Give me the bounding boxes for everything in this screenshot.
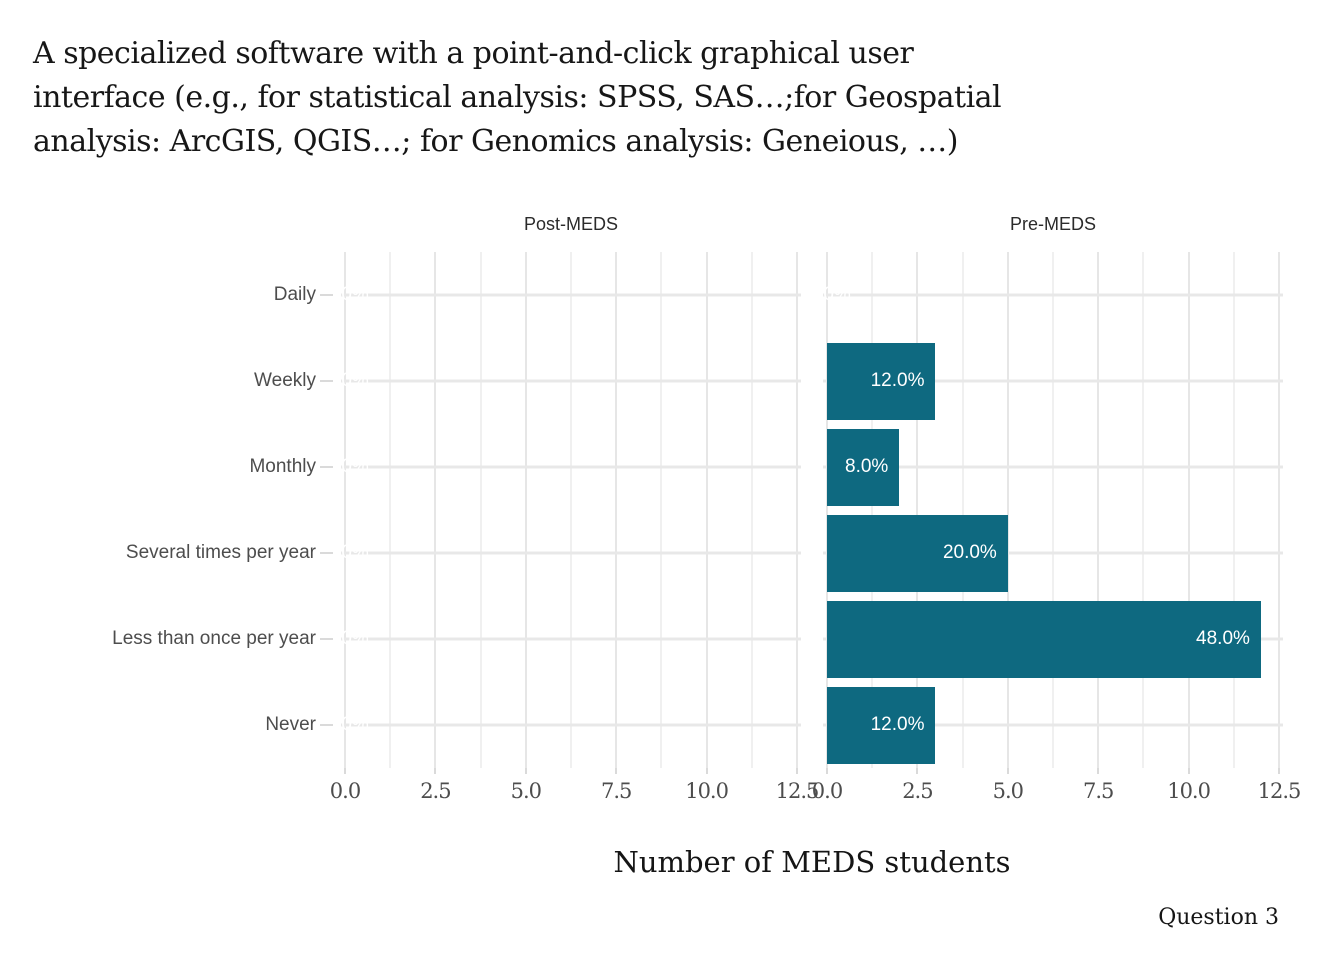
bar-label: 0.0% [325, 714, 369, 735]
facet-panel-pre-meds: 0.0% 12.0% 8.0% 20.0% 48.0% 12.0% [808, 252, 1283, 774]
bar-label: 0.0% [325, 542, 369, 563]
x-axis-tick [1097, 768, 1100, 774]
y-axis-label: Never [265, 714, 316, 735]
gridline-major [524, 252, 527, 768]
gridline-major [1187, 252, 1190, 768]
x-axis-title: Number of MEDS students [613, 845, 1011, 879]
bar-label: 0.0% [807, 284, 851, 305]
y-axis-tick [320, 466, 333, 468]
facet-panel-post-meds: 0.0% 0.0% 0.0% 0.0% 0.0% 0.0% [326, 252, 801, 774]
x-axis-tick-label: 2.5 [902, 779, 933, 803]
gridline-minor [871, 252, 874, 768]
gridline-major [826, 252, 828, 768]
chart-title-line-2: interface (e.g., for statistical analysi… [33, 80, 1002, 115]
gridline-row [341, 637, 801, 641]
y-axis-label: Several times per year [125, 542, 316, 563]
gridline-row [823, 293, 1283, 297]
bar-label: 0.0% [325, 284, 369, 305]
y-axis-tick [320, 552, 333, 554]
gridline-row [823, 465, 1283, 469]
x-axis-tick [1187, 768, 1190, 774]
facet-strip-post-meds: Post-MEDS [523, 214, 619, 234]
gridline-minor [389, 252, 392, 768]
gridline-major [344, 252, 346, 768]
gridline-major [916, 252, 919, 768]
x-axis-tick-label: 5.0 [992, 779, 1024, 803]
x-axis-tick [1278, 768, 1280, 774]
gridline-row [341, 379, 801, 383]
x-axis-tick-label: 7.5 [1082, 779, 1114, 803]
gridline-minor [1232, 252, 1235, 768]
gridline-minor [479, 252, 482, 768]
gridline-row [341, 465, 801, 469]
x-axis-tick [916, 768, 919, 774]
bar [827, 342, 936, 420]
gridline-major [1006, 252, 1009, 768]
gridline-minor [1052, 252, 1054, 768]
bar [827, 600, 1261, 678]
x-axis-tick [705, 768, 708, 774]
gridline-row [341, 551, 801, 555]
y-axis-tick [320, 638, 333, 640]
x-axis-tick-label: 10.0 [685, 779, 729, 803]
y-axis-label: Monthly [249, 456, 316, 477]
bar-label: 0.0% [325, 370, 369, 391]
x-axis-tick [344, 768, 346, 774]
gridline-row [823, 551, 1283, 555]
chart-title-line-3: analysis: ArcGIS, QGIS…; for Genomics an… [33, 124, 958, 159]
y-axis-label: Less than once per year [112, 628, 316, 649]
caption-question-number: Question 3 [1158, 905, 1279, 930]
gridline-minor [961, 252, 964, 768]
bar [827, 514, 1008, 592]
bar-label: 48.0% [1196, 628, 1250, 649]
gridline-major [705, 252, 708, 768]
gridline-major [1278, 252, 1280, 768]
gridline-minor [750, 252, 753, 768]
gridline-major [434, 252, 437, 768]
gridline-major [796, 252, 798, 768]
x-axis-tick [434, 768, 437, 774]
x-axis-tick-label: 5.0 [510, 779, 542, 803]
gridline-major [615, 252, 618, 768]
x-axis-tick-label: 7.5 [600, 779, 632, 803]
y-axis-labels: Daily Weekly Monthly Several times per year… [0, 252, 316, 768]
x-axis-tick [796, 768, 798, 774]
x-axis-tick-label: 12.5 [775, 779, 820, 803]
gridline-minor [1142, 252, 1145, 768]
chart-title: A specialized software with a point-and-… [33, 32, 1002, 164]
gridline-row [823, 723, 1283, 727]
x-axis-tick-label: 2.5 [420, 779, 451, 803]
gridline-minor [570, 252, 572, 768]
y-axis-tick [320, 294, 333, 296]
bar-label: 12.0% [870, 714, 925, 735]
bar-label: 12.0% [870, 370, 925, 391]
y-axis-label: Daily [273, 284, 316, 305]
x-axis-tick-label: 0.0 [811, 779, 843, 803]
gridline-row [823, 379, 1283, 383]
y-axis-tick [320, 724, 333, 726]
facet-strip-pre-meds: Pre-MEDS [1009, 214, 1096, 234]
x-axis-tick-label: 10.0 [1167, 779, 1211, 803]
bar [827, 428, 900, 506]
x-axis-tick [1006, 768, 1009, 774]
x-axis-tick-label: 12.5 [1257, 779, 1302, 803]
bar-label: 0.0% [325, 628, 369, 649]
bar-label: 0.0% [325, 456, 369, 477]
bar-label: 20.0% [942, 542, 997, 563]
x-axis-tick [615, 768, 618, 774]
y-axis-label: Weekly [254, 370, 316, 391]
x-axis-tick-label: 0.0 [329, 779, 361, 803]
x-axis-tick [524, 768, 527, 774]
bar [827, 686, 936, 764]
gridline-minor [660, 252, 663, 768]
gridline-row [341, 293, 801, 297]
bar-label: 8.0% [845, 456, 889, 477]
gridline-row [341, 723, 801, 727]
x-axis-tick [826, 768, 828, 774]
gridline-major [1097, 252, 1100, 768]
chart-title-line-1: A specialized software with a point-and-… [33, 36, 914, 71]
y-axis-tick [320, 380, 333, 382]
